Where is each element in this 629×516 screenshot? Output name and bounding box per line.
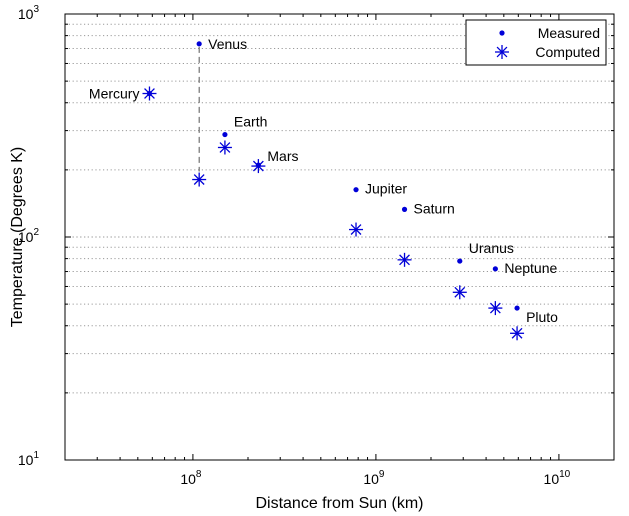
y-tick-label: 102: [18, 227, 40, 245]
computed-point-neptune: [488, 301, 503, 316]
y-tick-label-base: 10: [18, 6, 34, 22]
label-venus: Venus: [208, 36, 247, 52]
y-tick-label-base: 10: [18, 452, 34, 468]
y-tick-label: 101: [18, 450, 40, 468]
x-tick-label: 1010: [544, 469, 571, 487]
y-tick-label-exp: 3: [33, 4, 39, 15]
x-tick-label: 108: [180, 469, 202, 487]
computed-point-jupiter: [349, 222, 364, 237]
asterisk-stroke: [252, 160, 264, 172]
measured-point-uranus: [457, 258, 463, 264]
y-axis-label: Temperature (Degrees K): [9, 147, 26, 328]
measured-point-earth: [222, 131, 228, 138]
label-mercury: Mercury: [89, 86, 140, 102]
x-axis-label: Distance from Sun (km): [255, 495, 423, 512]
y-tick-label-exp: 1: [33, 450, 39, 461]
label-pluto: Pluto: [526, 309, 558, 325]
label-mars: Mars: [267, 148, 298, 164]
x-tick-label-base: 10: [544, 471, 560, 487]
plot-frame: [64, 13, 615, 461]
label-jupiter: Jupiter: [365, 181, 407, 197]
y-tick-label: 103: [18, 4, 40, 22]
label-earth: Earth: [234, 114, 267, 130]
computed-point-saturn: [397, 252, 412, 267]
computed-point-mercury: [142, 86, 157, 101]
label-uranus: Uranus: [469, 240, 514, 256]
label-neptune: Neptune: [504, 260, 557, 276]
legend-measured-marker: [499, 30, 505, 36]
asterisk-stroke: [350, 224, 362, 235]
legend-box: [465, 19, 607, 66]
label-saturn: Saturn: [414, 200, 455, 216]
asterisk-stroke: [489, 302, 501, 314]
legend-measured-label: Measured: [538, 25, 600, 41]
legend-computed-label: Computed: [535, 44, 600, 60]
measured-point-jupiter: [353, 187, 359, 193]
asterisk-stroke: [511, 327, 523, 339]
measured-point-pluto: [514, 305, 520, 311]
computed-point-uranus: [452, 285, 467, 300]
x-tick-label: 109: [363, 469, 385, 487]
y-tick-label-exp: 2: [33, 227, 39, 238]
x-tick-label-exp: 9: [379, 469, 385, 480]
computed-point-mars: [251, 159, 266, 174]
point-labels: Mercury Venus Earth Mars Jupiter Saturn Uranus…: [89, 36, 558, 325]
computed-point-venus: [192, 172, 207, 187]
measured-point-venus: [196, 41, 202, 47]
x-tick-label-base: 10: [180, 471, 196, 487]
asterisk-stroke: [399, 254, 410, 266]
x-tick-label-exp: 8: [196, 469, 202, 480]
asterisk-stroke: [496, 46, 508, 58]
computed-point-pluto: [510, 326, 525, 341]
asterisk-stroke: [219, 142, 231, 153]
y-tick-label-base: 10: [18, 229, 34, 245]
computed-point-earth: [217, 140, 232, 155]
x-tick-label-exp: 10: [559, 469, 571, 480]
asterisk-stroke: [454, 286, 466, 298]
asterisk-stroke: [144, 88, 155, 99]
data-marks: [142, 41, 525, 341]
measured-point-neptune: [492, 266, 498, 272]
x-tick-label-base: 10: [363, 471, 379, 487]
gridlines: [65, 23, 614, 394]
legend-computed-marker: [495, 45, 509, 59]
measured-point-saturn: [401, 206, 408, 212]
asterisk-stroke: [193, 174, 205, 185]
legend: Measured Computed: [465, 19, 607, 66]
